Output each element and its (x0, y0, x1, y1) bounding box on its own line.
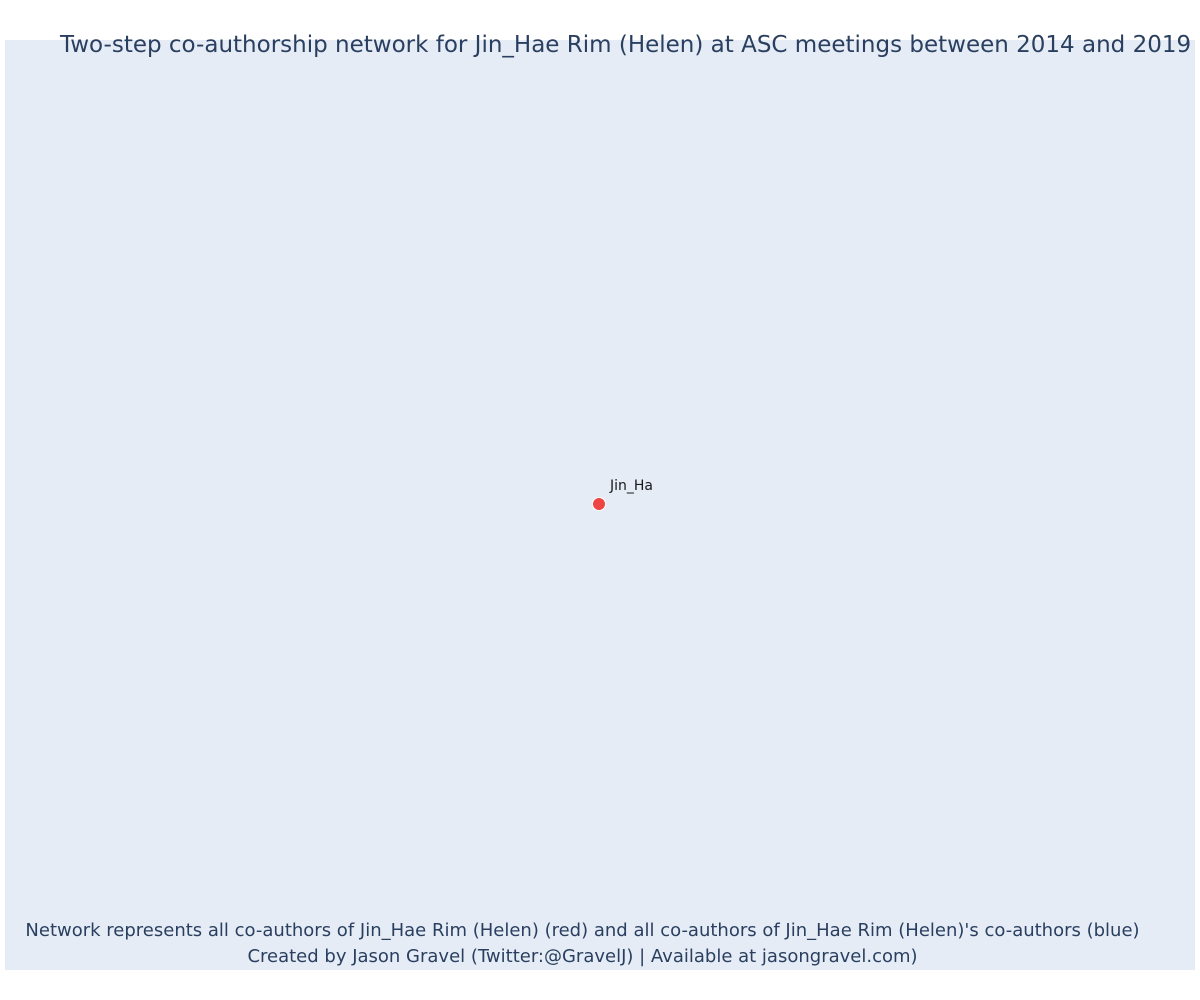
focal-author-node[interactable] (592, 497, 606, 511)
chart-title: Two-step co-authorship network for Jin_H… (60, 32, 1192, 58)
caption-description: Network represents all co-authors of Jin… (25, 920, 1140, 941)
focal-author-node-label: Jin_Ha (610, 478, 653, 494)
caption-credit: Created by Jason Gravel (Twitter:@Gravel… (247, 946, 918, 967)
